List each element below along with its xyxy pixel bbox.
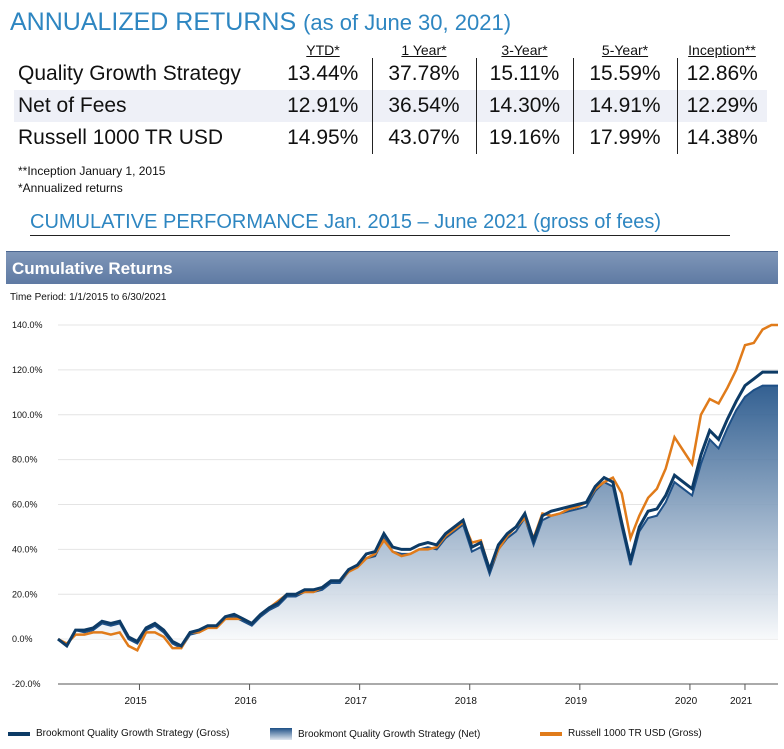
- x-tick-label: 2017: [345, 696, 368, 707]
- cell-value: 14.95%: [287, 126, 359, 149]
- section-title: CUMULATIVE PERFORMANCE Jan. 2015 – June …: [30, 211, 661, 233]
- header-inception: Inception**: [688, 42, 756, 58]
- chart-title: Cumulative Returns: [6, 251, 778, 284]
- y-tick-label: 140.0%: [12, 320, 43, 330]
- x-tick-label: 2015: [124, 696, 147, 707]
- header-5-year: 5-Year*: [601, 42, 649, 58]
- series-line-gross: [57, 370, 778, 649]
- cell-value: 19.16%: [475, 122, 573, 154]
- cumulative-returns-chart: -20.0% 0.0% 20.0% 40.0% 60.0% 80.0% 100.0% 120.…: [12, 320, 778, 707]
- cell-value: 15.59%: [572, 58, 677, 90]
- cell-value: 12.29%: [676, 90, 767, 122]
- x-axis: 2015 2016 2017 2018 2019 2020 2021: [58, 683, 778, 707]
- y-tick-label: -20.0%: [12, 679, 41, 689]
- inception-note: **Inception January 1, 2015: [18, 164, 166, 178]
- y-tick-label: 60.0%: [12, 500, 38, 510]
- series-line-russell: [57, 323, 778, 652]
- legend-item-net: Brookmont Quality Growth Strategy (Net): [270, 728, 480, 740]
- legend-item-gross: Brookmont Quality Growth Strategy (Gross…: [8, 728, 229, 739]
- table-row: Net of Fees 12.91% 36.54% 14.30% 14.91% …: [14, 90, 767, 122]
- section-divider: [30, 235, 730, 236]
- table-row: Russell 1000 TR USD 14.95% 43.07% 19.16%…: [14, 122, 767, 154]
- y-tick-label: 80.0%: [12, 455, 38, 465]
- title-main: ANNUALIZED RETURNS: [10, 8, 297, 36]
- cell-value: 14.38%: [676, 122, 767, 154]
- x-tick-label: 2018: [455, 696, 478, 707]
- cell-value: 14.91%: [572, 90, 677, 122]
- header-empty: [14, 42, 274, 58]
- cell-value: 43.07%: [371, 122, 476, 154]
- y-tick-label: 120.0%: [12, 365, 43, 375]
- x-tick-label: 2020: [675, 696, 698, 707]
- cell-value: 14.30%: [475, 90, 573, 122]
- row-label: Russell 1000 TR USD: [18, 126, 224, 149]
- annualized-note: *Annualized returns: [18, 181, 123, 195]
- chart-subtitle: Time Period: 1/1/2015 to 6/30/2021: [10, 292, 167, 303]
- legend-label: Brookmont Quality Growth Strategy (Net): [298, 728, 481, 740]
- y-axis: -20.0% 0.0% 20.0% 40.0% 60.0% 80.0% 100.0% 120.…: [12, 320, 43, 689]
- y-tick-label: 20.0%: [12, 589, 38, 599]
- x-tick-label: 2021: [730, 696, 753, 707]
- header-3-year: 3-Year*: [501, 42, 548, 58]
- legend-label: Brookmont Quality Growth Strategy (Gross…: [36, 728, 230, 739]
- returns-table-header: YTD* 1 Year* 3-Year* 5-Year* Inception**: [14, 42, 767, 58]
- header-1-year: 1 Year*: [401, 42, 447, 58]
- legend-label: Russell 1000 TR USD (Gross): [568, 728, 702, 739]
- legend-swatch-russell: [540, 731, 562, 736]
- legend-swatch-net: [270, 728, 292, 740]
- cell-value: 15.11%: [475, 58, 573, 90]
- y-tick-label: 0.0%: [12, 634, 33, 644]
- legend-swatch-gross: [8, 731, 30, 736]
- cell-value: 12.91%: [274, 90, 372, 122]
- legend-item-russell: Russell 1000 TR USD (Gross): [540, 728, 702, 739]
- series-lines: [57, 323, 778, 652]
- cell-value: 36.54%: [371, 90, 476, 122]
- y-tick-label: 100.0%: [12, 410, 43, 420]
- cell-value: 13.44%: [287, 62, 359, 85]
- header-ytd: YTD*: [306, 42, 340, 58]
- x-tick-label: 2019: [565, 696, 588, 707]
- returns-table: YTD* 1 Year* 3-Year* 5-Year* Inception**…: [14, 42, 767, 154]
- row-label: Net of Fees: [14, 90, 274, 122]
- annualized-returns-title: ANNUALIZED RETURNS (as of June 30, 2021): [10, 8, 511, 37]
- x-tick-label: 2016: [235, 696, 258, 707]
- cell-value: 12.86%: [676, 58, 767, 90]
- y-tick-label: 40.0%: [12, 544, 38, 554]
- cell-value: 37.78%: [371, 58, 476, 90]
- title-date: (as of June 30, 2021): [303, 10, 512, 35]
- cell-value: 17.99%: [572, 122, 677, 154]
- row-label: Quality Growth Strategy: [18, 62, 241, 85]
- series-area-net: [58, 385, 778, 649]
- table-row: Quality Growth Strategy 13.44% 37.78% 15…: [14, 58, 767, 90]
